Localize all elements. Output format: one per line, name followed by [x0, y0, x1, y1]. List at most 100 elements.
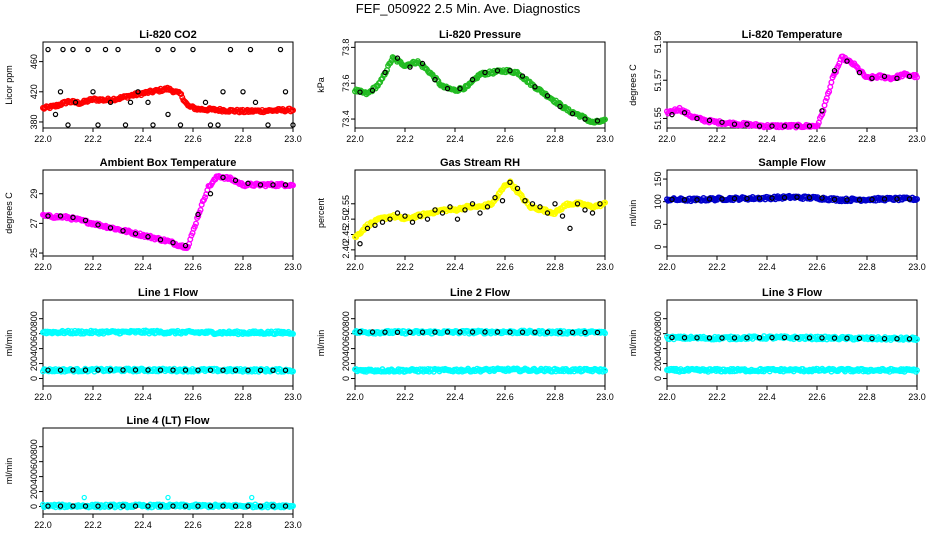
- y-axis-label: degrees C: [4, 192, 14, 234]
- y-axis-label: ml/min: [628, 330, 638, 357]
- chart-svg: Line 4 (LT) Flow 22.0 22.2 22.4 22.6 22.8 23.0…: [4, 415, 302, 530]
- y-tick-label: 460: [29, 54, 39, 69]
- plot-frame: [666, 41, 918, 129]
- chart-svg: Li-820 Temperature 22.0 22.2 22.4 22.6 22.8 23…: [628, 29, 926, 144]
- data-point: [819, 108, 825, 114]
- data-point: [582, 116, 588, 122]
- data-point: [869, 75, 875, 82]
- data-point: [107, 503, 114, 509]
- data-point: [245, 367, 251, 373]
- y-tick-label: 400: [653, 341, 663, 356]
- x-tick-label: 22.8: [234, 262, 252, 272]
- data-point: [597, 201, 603, 207]
- x-tick-label: 22.0: [658, 262, 676, 272]
- data-point: [170, 46, 176, 53]
- y-tick-label: 400: [29, 341, 39, 356]
- y-tick-label: 25: [29, 248, 39, 258]
- data-point: [589, 210, 596, 216]
- data-point: [602, 367, 609, 374]
- data-point: [282, 367, 289, 373]
- data-point: [120, 367, 126, 373]
- y-axis-label: percent: [316, 197, 326, 228]
- data-point: [469, 76, 476, 83]
- page-title: FEF_050922 2.5 Min. Ave. Diagnostics: [355, 1, 581, 16]
- panel-line-4-flow: Line 4 (LT) Flow 22.0 22.2 22.4 22.6 22.8 23.0…: [0, 412, 312, 542]
- data-point: [906, 73, 913, 80]
- x-tick-label: 22.4: [134, 134, 152, 144]
- data-point: [215, 122, 221, 128]
- x-tick-label: 22.2: [708, 134, 726, 144]
- data-point: [559, 213, 566, 219]
- x-tick-label: 23.0: [596, 392, 614, 402]
- data-point: [914, 74, 921, 81]
- data-point: [457, 85, 463, 92]
- chart-svg: Line 2 Flow 22.0 22.2 22.4 22.6 22.8 23.0 0 2004…: [316, 287, 614, 402]
- y-tick-label: 380: [29, 114, 39, 129]
- chart-svg: Li-820 CO2 22.0 22.2 22.4 22.6 22.8 23.0 380 420…: [4, 29, 302, 144]
- data-point: [482, 329, 488, 335]
- data-point: [881, 196, 888, 202]
- data-point: [57, 367, 64, 373]
- data-point: [769, 123, 775, 129]
- data-point: [894, 75, 900, 82]
- x-tick-label: 22.6: [808, 134, 826, 144]
- data-point: [462, 207, 468, 213]
- y-tick-label: 0: [29, 376, 39, 381]
- data-point: [357, 241, 363, 247]
- data-point: [394, 210, 401, 216]
- data-point: [107, 99, 114, 106]
- data-point: [132, 503, 139, 509]
- data-point: [232, 177, 239, 184]
- data-point: [57, 89, 64, 95]
- data-point: [249, 494, 255, 501]
- data-point: [290, 330, 297, 337]
- data-point: [102, 46, 109, 53]
- data-point: [135, 89, 141, 95]
- x-tick-label: 22.0: [34, 262, 52, 272]
- data-point: [444, 329, 451, 335]
- data-point: [82, 367, 89, 373]
- data-point: [602, 330, 609, 337]
- data-point: [484, 204, 491, 210]
- x-tick-label: 22.4: [134, 392, 152, 402]
- data-point: [95, 503, 101, 509]
- x-tick-label: 22.2: [396, 262, 414, 272]
- x-tick-label: 22.2: [708, 392, 726, 402]
- data-point: [70, 503, 76, 509]
- x-tick-label: 22.4: [758, 134, 776, 144]
- y-tick-label: 800: [29, 439, 39, 454]
- data-point: [45, 367, 51, 373]
- data-point: [170, 239, 176, 246]
- chart-title: Line 4 (LT) Flow: [127, 415, 210, 427]
- x-tick-label: 23.0: [284, 520, 302, 530]
- data-point: [45, 46, 51, 53]
- data-point: [227, 46, 234, 53]
- data-point: [207, 122, 214, 128]
- x-tick-label: 22.4: [758, 262, 776, 272]
- data-point: [372, 222, 378, 228]
- data-point: [407, 64, 413, 70]
- data-point: [369, 87, 376, 94]
- y-tick-label: 600: [341, 326, 351, 341]
- x-tick-label: 23.0: [908, 262, 926, 272]
- chart-title: Li-820 Pressure: [439, 29, 521, 41]
- y-tick-label: 0: [29, 504, 39, 509]
- y-tick-label: 2.50: [341, 210, 351, 228]
- plot-frame: [42, 41, 294, 129]
- chart-title: Li-820 CO2: [139, 29, 196, 41]
- data-point: [290, 503, 297, 510]
- y-tick-label: 51.57: [653, 69, 663, 92]
- panel-sample-flow: Sample Flow 22.0 22.2 22.4 22.6 22.8 23.0 0 50 10…: [624, 154, 936, 284]
- data-point: [744, 195, 750, 202]
- x-tick-label: 22.8: [858, 134, 876, 144]
- data-point: [529, 201, 536, 207]
- data-point: [507, 329, 513, 335]
- data-point: [731, 121, 738, 127]
- plot-frame: [666, 299, 918, 387]
- data-point: [145, 234, 151, 240]
- data-point: [282, 89, 289, 95]
- data-point: [794, 194, 800, 200]
- data-point: [557, 103, 563, 110]
- data-point: [60, 46, 66, 53]
- data-point: [127, 99, 134, 106]
